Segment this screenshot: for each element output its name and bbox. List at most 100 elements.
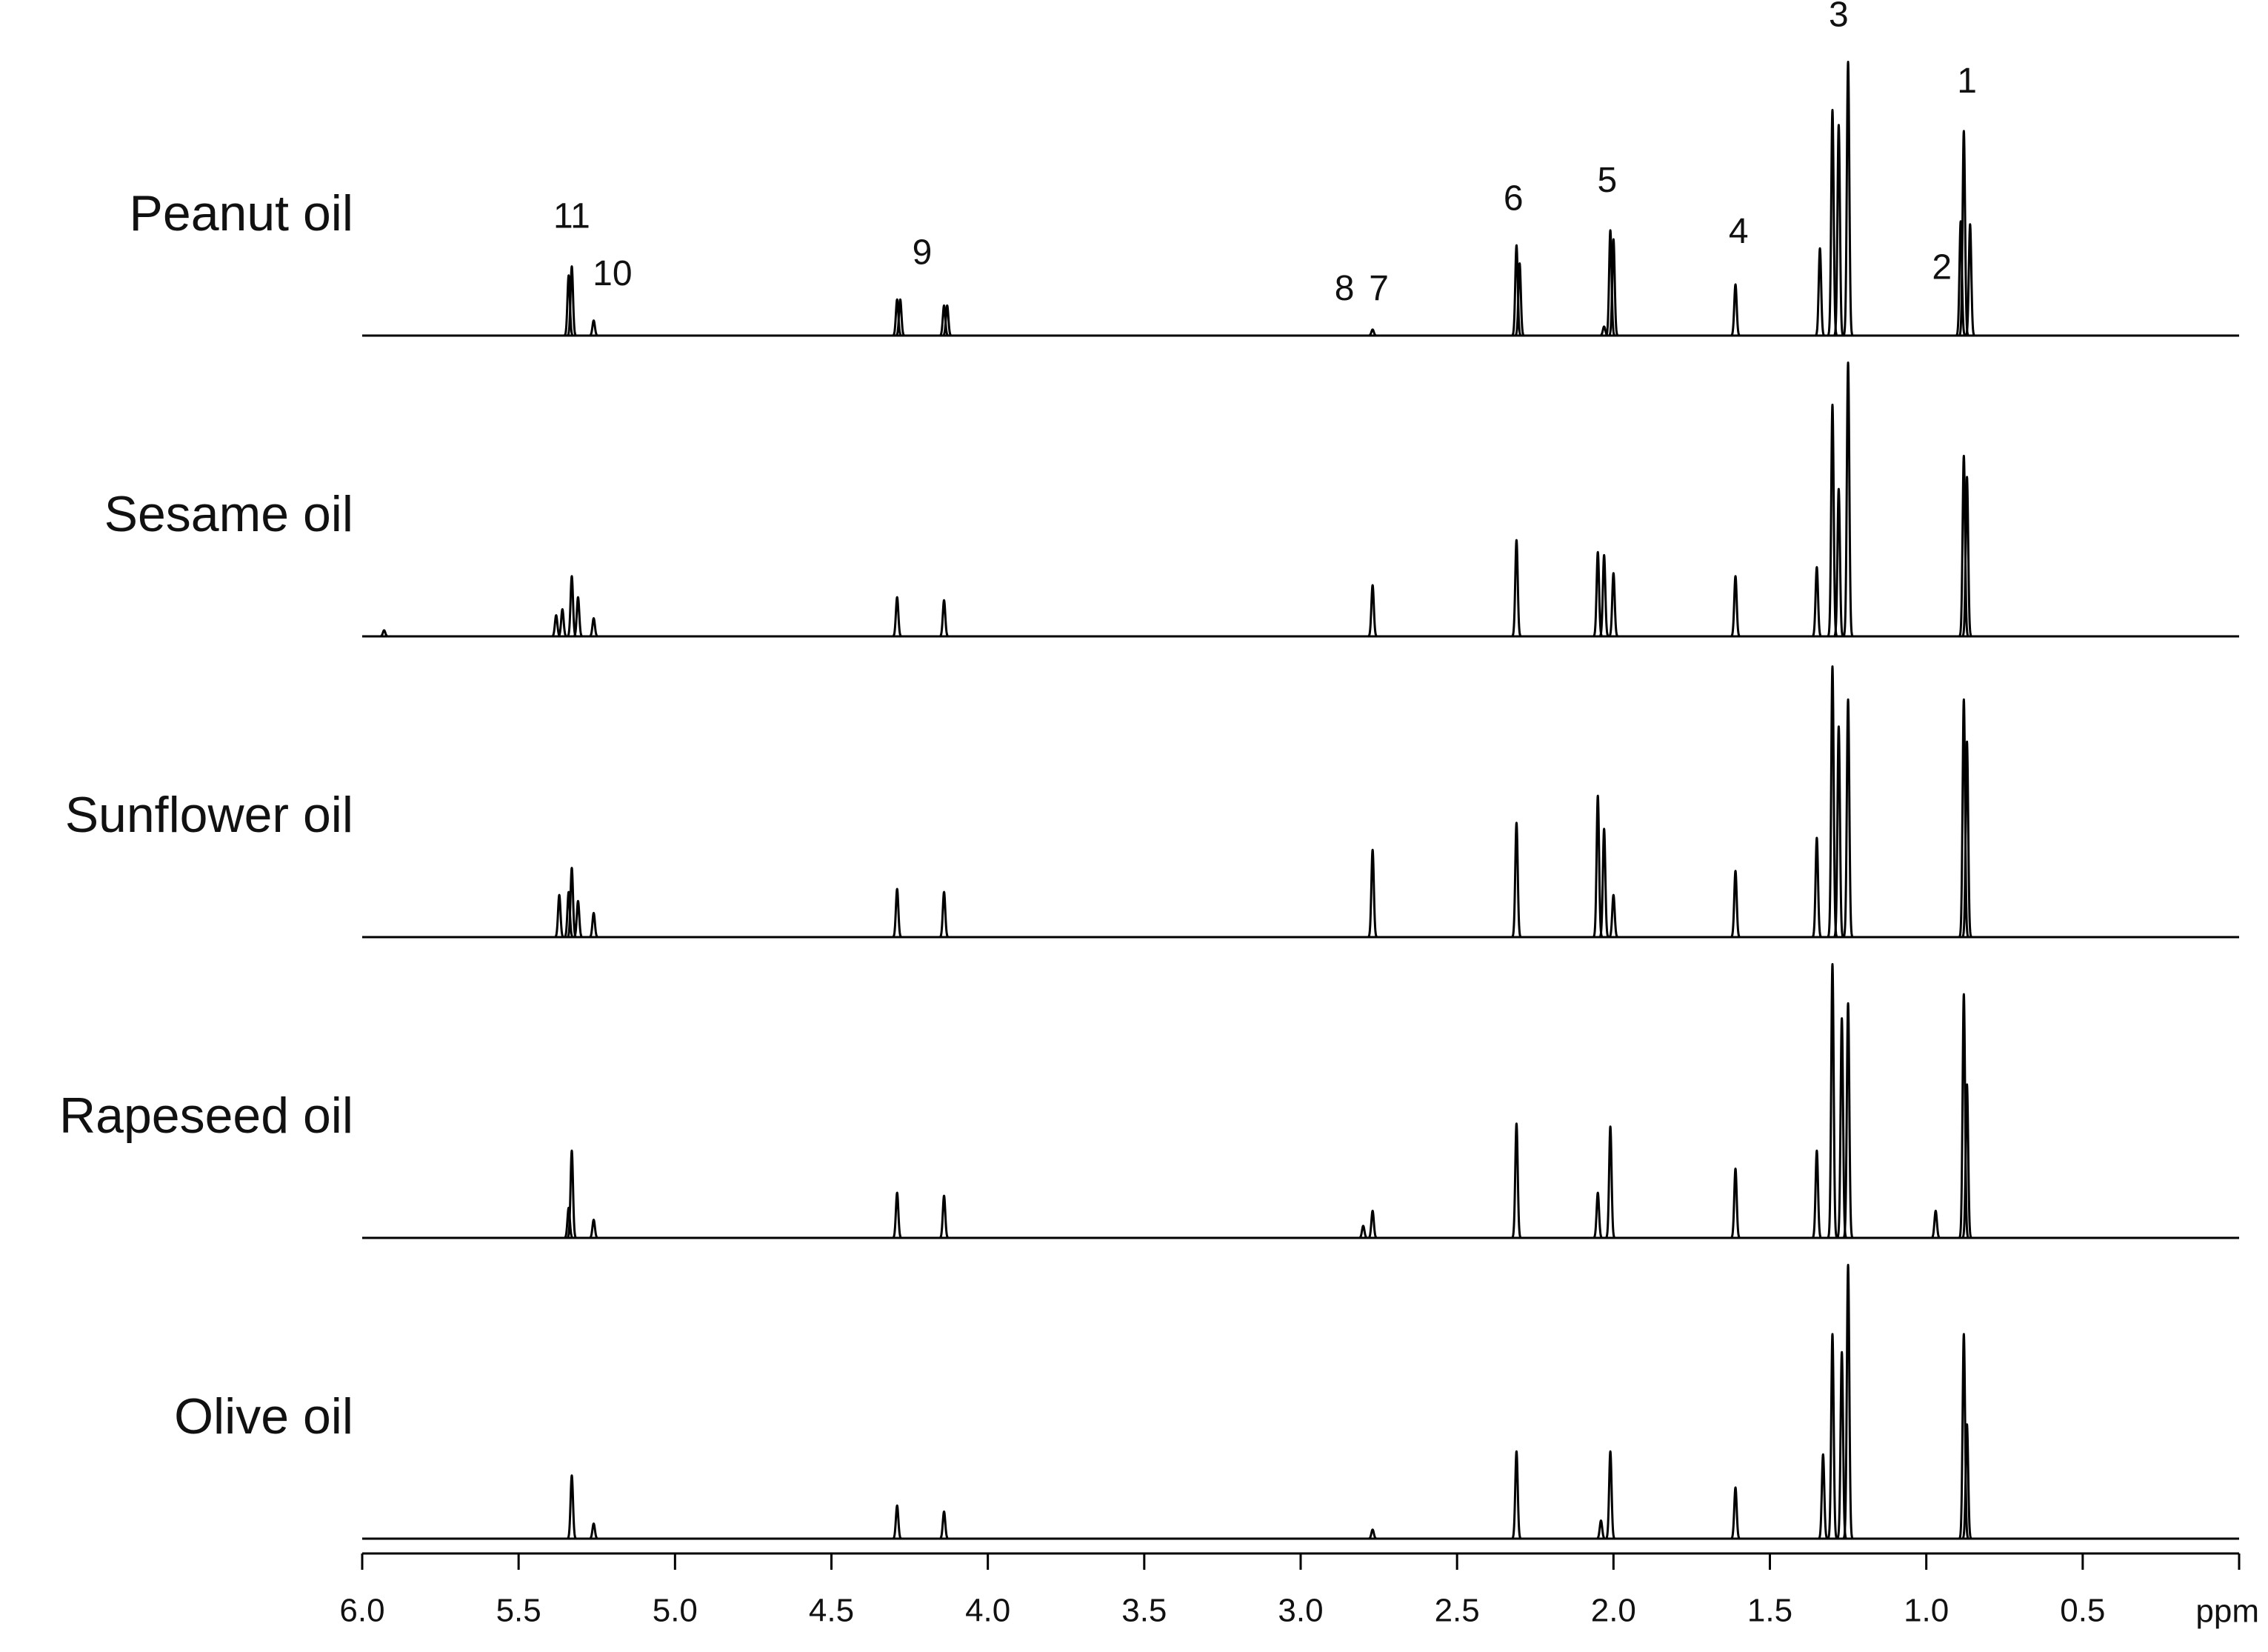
peak-label: 6 <box>1504 179 1524 218</box>
x-tick-label: 5.5 <box>496 1593 541 1629</box>
series-name: Sunflower oil <box>65 787 353 843</box>
peak <box>890 1191 904 1239</box>
peak <box>565 1149 578 1239</box>
peak <box>938 304 950 337</box>
peak <box>562 1206 575 1239</box>
peak <box>553 893 566 939</box>
peak <box>938 1194 950 1239</box>
peak <box>562 274 575 337</box>
peak <box>587 319 600 337</box>
peak-label: 9 <box>913 233 933 272</box>
peak <box>938 890 950 939</box>
peak <box>1841 362 1855 638</box>
series-name: Rapeseed oil <box>59 1088 353 1144</box>
peak <box>1366 584 1379 638</box>
peak <box>1729 1486 1742 1540</box>
x-tick-label: 5.0 <box>653 1593 698 1629</box>
peak <box>1841 698 1855 939</box>
peak <box>1817 1453 1830 1540</box>
peak <box>941 304 953 337</box>
peak <box>565 1474 578 1540</box>
peak <box>1961 1423 1973 1540</box>
peak-label: 11 <box>553 197 590 236</box>
series-name: Peanut oil <box>130 185 353 242</box>
peak <box>1598 553 1610 638</box>
peak <box>1595 1519 1607 1540</box>
series-name: Sesame oil <box>104 486 353 542</box>
peak <box>378 629 390 638</box>
peak-label: 7 <box>1369 269 1389 308</box>
peak <box>1954 220 1967 337</box>
peak <box>1832 487 1845 638</box>
peak <box>1604 1125 1617 1239</box>
peak-label: 5 <box>1598 161 1618 200</box>
peak <box>1832 124 1845 337</box>
peak-label: 3 <box>1829 0 1849 35</box>
peak <box>938 1510 950 1540</box>
peak <box>572 596 584 638</box>
peak <box>1841 1264 1855 1540</box>
peak <box>562 890 575 939</box>
peak <box>1826 963 1839 1239</box>
peak <box>1810 566 1824 638</box>
peak <box>894 298 907 337</box>
peak-label: 8 <box>1335 269 1355 308</box>
peak <box>1729 575 1742 638</box>
peak <box>1591 1191 1604 1239</box>
x-tick-label: 3.5 <box>1121 1593 1167 1629</box>
x-tick-label: 1.5 <box>1747 1593 1792 1629</box>
peak <box>1964 223 1977 337</box>
peak <box>890 887 904 939</box>
peak-label: 10 <box>593 254 632 293</box>
peak <box>1366 1528 1379 1540</box>
peak-label: 4 <box>1729 212 1749 251</box>
x-tick-label: 3.0 <box>1278 1593 1323 1629</box>
peak <box>1729 870 1742 939</box>
peak <box>890 298 904 337</box>
peak <box>1841 1002 1855 1239</box>
peak <box>1513 262 1526 337</box>
peak <box>587 617 600 638</box>
peak <box>1607 893 1620 939</box>
x-tick-label: 6.0 <box>339 1593 384 1629</box>
peak <box>1510 244 1523 337</box>
peak <box>890 1504 904 1540</box>
x-tick-label: 4.5 <box>809 1593 854 1629</box>
peak <box>1729 283 1742 337</box>
peak <box>1366 848 1379 939</box>
peak-label: 2 <box>1932 248 1952 287</box>
peak <box>1598 325 1610 337</box>
peak <box>1598 827 1610 939</box>
peak <box>1366 1209 1379 1239</box>
peak <box>1604 229 1617 337</box>
peak <box>938 599 950 638</box>
peak <box>587 1219 600 1239</box>
peak <box>890 596 904 638</box>
peak <box>1826 1333 1839 1540</box>
peak <box>1961 740 1973 939</box>
peak <box>1961 1083 1973 1239</box>
peak <box>1813 247 1827 337</box>
peak <box>1510 822 1523 939</box>
x-tick-label: 0.5 <box>2060 1593 2105 1629</box>
x-tick-label: 2.0 <box>1591 1593 1636 1629</box>
series-name: Olive oil <box>174 1388 353 1445</box>
peak-label: 1 <box>1957 61 1977 101</box>
peak <box>1958 454 1970 638</box>
peak <box>1810 1149 1824 1239</box>
peak <box>556 607 569 638</box>
peak <box>1958 698 1970 939</box>
peak <box>587 912 600 939</box>
peak <box>587 1522 600 1540</box>
peak <box>1510 1450 1523 1540</box>
x-tick-label: 1.0 <box>1904 1593 1949 1629</box>
x-axis-label: ppm <box>2195 1593 2259 1630</box>
peak <box>1841 61 1855 337</box>
peak <box>1930 1209 1942 1239</box>
peak <box>1604 1450 1617 1540</box>
peak <box>1958 993 1970 1239</box>
peak <box>1357 1225 1370 1239</box>
peak <box>565 265 578 337</box>
